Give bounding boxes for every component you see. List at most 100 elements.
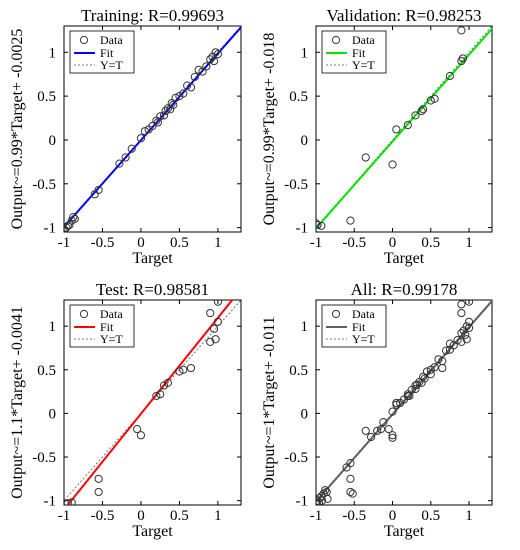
data-point: [457, 26, 466, 35]
y-tick-label: 1: [49, 319, 57, 335]
data-point: [373, 426, 382, 435]
x-tick-label: 1: [465, 235, 473, 251]
data-point: [462, 335, 471, 344]
data-point: [121, 153, 130, 162]
data-point: [136, 431, 146, 440]
data-point: [186, 363, 196, 373]
data-point: [161, 106, 170, 116]
data-point: [94, 185, 103, 195]
data-point: [348, 489, 357, 498]
data-point: [462, 322, 471, 331]
data-point: [417, 106, 426, 116]
legend-label-fit: Fit: [352, 46, 366, 60]
x-tick-label: -0.5: [342, 508, 366, 524]
data-point: [179, 89, 188, 98]
data-point: [211, 48, 220, 57]
y-tick-label: -1: [296, 494, 309, 510]
y-axis-label: Output~=1*Target+ -0.011: [261, 316, 278, 488]
data-point: [388, 433, 397, 442]
legend-label-fit: Fit: [100, 46, 114, 60]
data-layer: [316, 26, 492, 230]
data-point: [346, 216, 355, 225]
data-point: [464, 300, 474, 306]
y-tick-label: 1: [301, 45, 309, 61]
data-point: [445, 71, 455, 81]
data-point: [206, 308, 215, 318]
data-point: [457, 300, 466, 309]
data-point: [69, 212, 78, 222]
y-tick-label: 0.5: [37, 89, 56, 105]
legend-label-data: Data: [352, 33, 375, 47]
y-tick-label: 0: [49, 406, 57, 422]
data-point: [445, 339, 455, 348]
data-point: [388, 431, 397, 440]
data-point: [206, 55, 215, 64]
fit-line: [66, 300, 234, 505]
y-tick-label: -0.5: [284, 177, 308, 193]
x-axis-label: Target: [384, 250, 425, 267]
data-point: [426, 370, 435, 379]
data-point: [198, 67, 207, 76]
y-tick-label: 0: [301, 133, 309, 149]
x-axis-label: Target: [132, 250, 173, 267]
y-tick-label: 0.5: [37, 363, 56, 379]
data-point: [115, 159, 124, 168]
chart-title: Validation: R=0.98253: [326, 6, 481, 25]
x-tick-label: 0.5: [170, 508, 189, 524]
x-axis-label: Target: [384, 523, 425, 540]
legend-label-data: Data: [100, 307, 123, 321]
data-point: [412, 380, 422, 389]
data-point: [94, 487, 103, 497]
x-tick-label: -0.5: [91, 235, 115, 251]
x-tick-label: -0.5: [342, 235, 366, 251]
legend-data-marker: [79, 35, 89, 45]
y-axis-label: Output~=1.1*Target+ -0.0041: [9, 306, 26, 499]
legend-data-marker: [331, 35, 341, 45]
data-point: [392, 125, 401, 134]
legend-box: [69, 304, 135, 348]
data-point: [317, 221, 326, 230]
data-point: [133, 425, 142, 434]
data-point: [316, 498, 321, 505]
y-tick-label: 1: [301, 319, 309, 335]
data-point: [461, 330, 470, 339]
data-point: [202, 62, 211, 71]
data-point: [419, 105, 428, 114]
x-tick-label: 0: [389, 508, 397, 524]
legend-label-identity: Y=T: [100, 58, 123, 72]
data-point: [70, 214, 79, 223]
data-point: [438, 363, 447, 373]
data-point: [140, 127, 149, 136]
data-point: [190, 72, 199, 81]
x-tick-label: 0.5: [421, 235, 440, 251]
y-tick-label: -1: [44, 494, 57, 510]
x-axis-label: Target: [132, 523, 173, 540]
data-point: [430, 94, 439, 103]
data-point: [457, 308, 466, 318]
x-tick-label: -0.5: [91, 508, 115, 524]
x-tick-label: -1: [58, 235, 71, 251]
data-point: [213, 300, 223, 306]
x-tick-label: 1: [214, 235, 222, 251]
y-tick-label: 0.5: [289, 363, 308, 379]
y-tick-label: -0.5: [32, 450, 56, 466]
y-tick-label: 0.5: [289, 89, 308, 105]
data-layer: [64, 300, 241, 505]
data-point: [152, 391, 161, 401]
data-point: [206, 337, 215, 346]
data-point: [464, 317, 474, 326]
y-tick-label: 0: [301, 406, 309, 422]
chart-title: All: R=0.99178: [351, 280, 458, 299]
data-point: [361, 426, 370, 435]
data-point: [403, 120, 412, 130]
data-point: [127, 144, 136, 153]
data-point: [316, 219, 321, 228]
legend-data-marker: [79, 309, 89, 319]
y-tick-label: 1: [49, 45, 57, 61]
